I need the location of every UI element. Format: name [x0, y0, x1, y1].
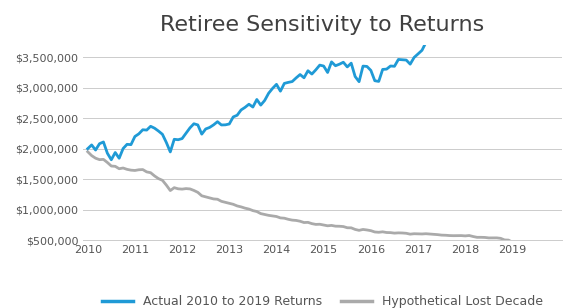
Title: Retiree Sensitivity to Returns: Retiree Sensitivity to Returns	[160, 15, 485, 35]
Legend: Actual 2010 to 2019 Returns, Hypothetical Lost Decade: Actual 2010 to 2019 Returns, Hypothetica…	[102, 295, 543, 308]
